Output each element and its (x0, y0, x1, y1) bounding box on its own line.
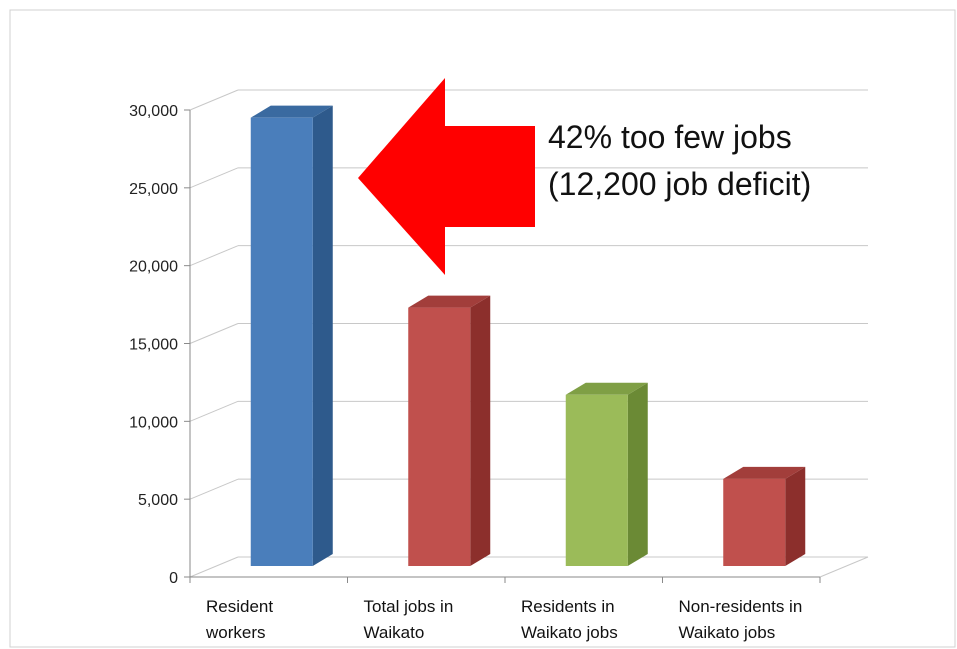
y-axis-ticks: 0 5,000 10,000 15,000 20,000 25,000 30,000 (129, 103, 190, 587)
x-tick-label: Waikato jobs (679, 623, 776, 642)
y-tick-label: 0 (169, 570, 178, 587)
bar-side (627, 382, 648, 566)
bar-side (785, 466, 806, 566)
y-tick-label: 15,000 (129, 337, 178, 354)
bar-side (312, 105, 333, 567)
chart-border (9, 9, 956, 648)
x-tick-label: Non-residents in (679, 597, 803, 616)
bar-top (408, 295, 491, 308)
x-tick-label: Residents in (521, 597, 615, 616)
bar-3 (565, 382, 648, 566)
bar-1 (250, 105, 333, 567)
bar-top (723, 466, 806, 479)
bar-front (408, 307, 471, 566)
bar-2 (408, 295, 491, 566)
bar-side (470, 295, 491, 566)
bar-4 (723, 466, 806, 566)
gridlines (189, 89, 868, 578)
bar-front (250, 117, 313, 567)
x-tick-label: Resident (206, 597, 273, 616)
bars (250, 105, 806, 567)
y-tick-label: 10,000 (129, 414, 178, 431)
red-arrow-icon (358, 78, 535, 275)
y-tick-label: 30,000 (129, 103, 178, 120)
y-tick-label: 5,000 (138, 492, 178, 509)
bar-front (565, 394, 628, 566)
bar-top (250, 105, 333, 118)
y-tick-label: 25,000 (129, 181, 178, 198)
x-tick-label: workers (205, 623, 266, 642)
x-tick-label: Waikato (364, 623, 425, 642)
bar-front (723, 478, 786, 566)
annotation-line-1: 42% too few jobs (548, 119, 792, 155)
y-tick-label: 20,000 (129, 259, 178, 276)
annotation-line-2: (12,200 job deficit) (548, 166, 811, 202)
x-tick-label: Total jobs in (364, 597, 454, 616)
annotation: 42% too few jobs (12,200 job deficit) (358, 78, 811, 275)
x-tick-label: Waikato jobs (521, 623, 618, 642)
bar-top (565, 382, 648, 395)
x-axis-ticks: Resident workers Total jobs in Waikato Resid… (189, 577, 821, 642)
